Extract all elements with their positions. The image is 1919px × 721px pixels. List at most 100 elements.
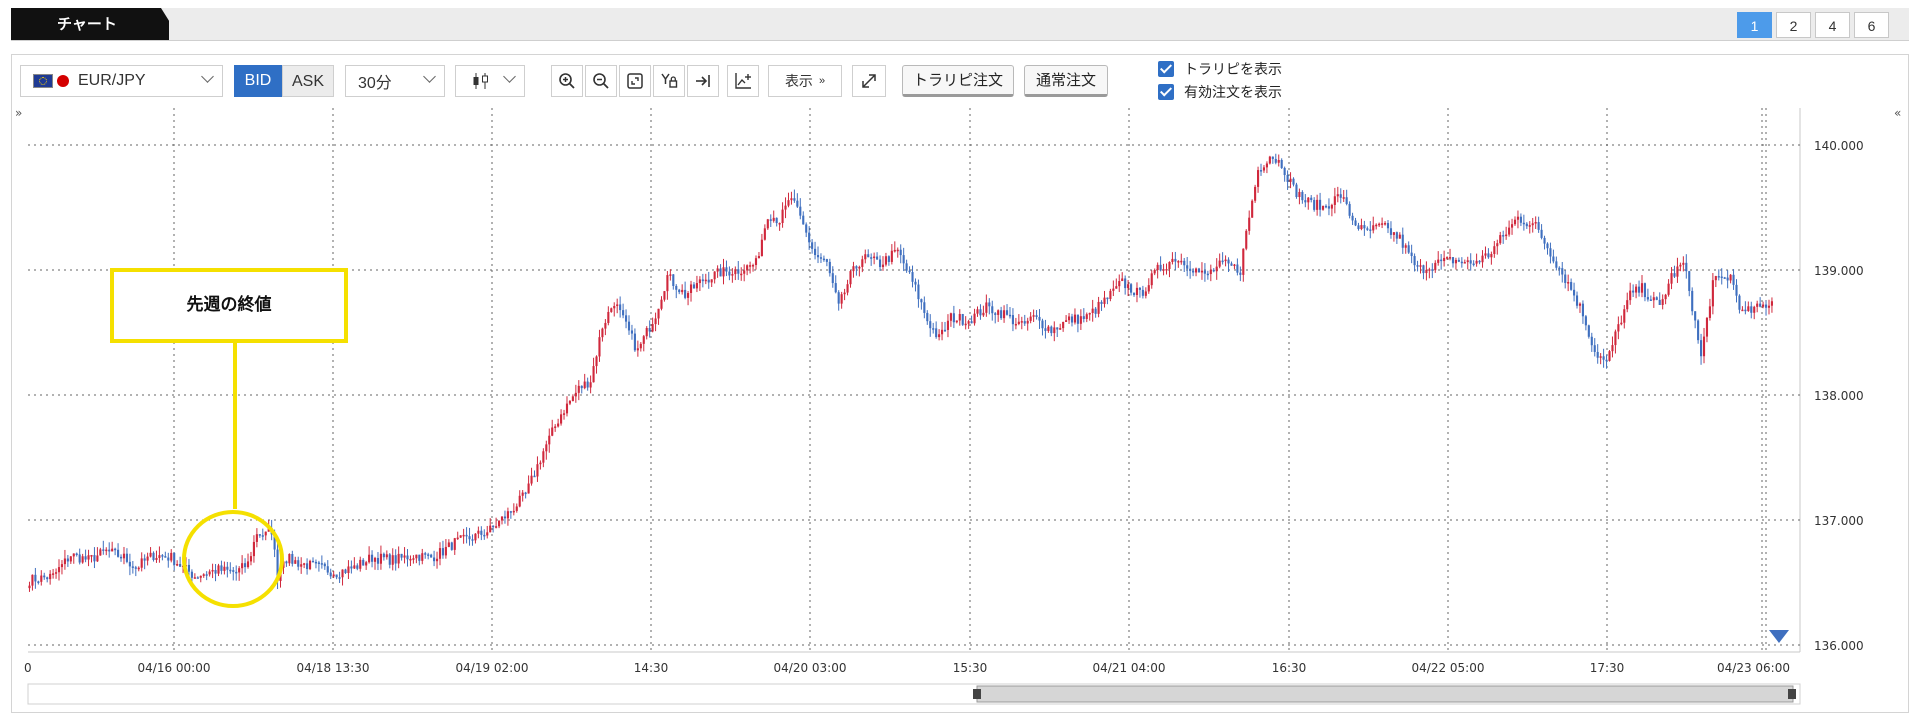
candle-body bbox=[1324, 205, 1328, 208]
add-indicator-button[interactable] bbox=[727, 65, 759, 97]
candle-body bbox=[344, 569, 347, 574]
candle-body bbox=[397, 553, 400, 564]
candle-body bbox=[852, 266, 855, 272]
candle-body bbox=[672, 274, 675, 286]
scroll-end-button[interactable] bbox=[687, 65, 719, 97]
candle-body bbox=[1313, 199, 1316, 210]
candle-body bbox=[675, 285, 678, 290]
candle-body bbox=[887, 256, 890, 262]
candle-body bbox=[1437, 259, 1440, 263]
candle-body bbox=[935, 328, 938, 338]
layout-1-button[interactable]: 1 bbox=[1737, 12, 1772, 38]
candle-body bbox=[1319, 199, 1322, 210]
candle-body bbox=[527, 483, 530, 494]
candle-body bbox=[1546, 243, 1549, 249]
candle-body bbox=[784, 205, 787, 210]
show-tralipi-checkbox[interactable] bbox=[1158, 61, 1174, 77]
candle-body bbox=[920, 299, 923, 303]
candle-body bbox=[1127, 284, 1130, 289]
candle-body bbox=[111, 548, 114, 552]
candle-body bbox=[1242, 248, 1245, 275]
candle-body bbox=[1549, 248, 1552, 257]
fullscreen-button[interactable] bbox=[852, 65, 886, 97]
bid-button[interactable]: BID bbox=[234, 65, 282, 97]
candle-body bbox=[1224, 259, 1227, 262]
candle-body bbox=[1640, 283, 1644, 293]
candle-body bbox=[506, 511, 509, 519]
candle-body bbox=[760, 239, 763, 257]
chart-type-select[interactable] bbox=[455, 65, 525, 97]
candle-body bbox=[616, 304, 619, 307]
candle-body bbox=[1236, 264, 1239, 273]
candle-body bbox=[808, 232, 811, 243]
candle-body bbox=[125, 553, 128, 562]
candle-body bbox=[78, 554, 81, 563]
candle-body bbox=[796, 200, 799, 207]
candle-body bbox=[1635, 286, 1638, 293]
layout-6-button[interactable]: 6 bbox=[1854, 12, 1889, 38]
tralipi-order-button[interactable]: トラリピ注文 bbox=[902, 65, 1014, 97]
candle-body bbox=[385, 554, 388, 558]
x-tick-label: 04/23 06:00 bbox=[1717, 661, 1790, 675]
candle-body bbox=[1112, 288, 1115, 291]
show-active-orders-checkbox-row[interactable]: 有効注文を表示 bbox=[1158, 82, 1282, 102]
candle-body bbox=[973, 313, 976, 324]
candle-body bbox=[276, 549, 279, 582]
x-tick-label: 04/19 02:00 bbox=[456, 661, 529, 675]
candle-body bbox=[1351, 215, 1354, 221]
normal-order-button[interactable]: 通常注文 bbox=[1024, 65, 1108, 97]
candle-body bbox=[400, 553, 403, 558]
candle-body bbox=[1419, 265, 1422, 267]
candle-body bbox=[1513, 219, 1517, 225]
show-active-orders-checkbox[interactable] bbox=[1158, 84, 1174, 100]
candle-body bbox=[1292, 178, 1295, 185]
candle-body bbox=[1165, 269, 1168, 271]
candle-body bbox=[554, 426, 557, 428]
candle-body bbox=[955, 320, 958, 323]
candle-body bbox=[1295, 184, 1298, 198]
candle-body bbox=[1726, 277, 1729, 281]
candle-body bbox=[601, 328, 604, 338]
y-lock-button[interactable] bbox=[653, 65, 685, 97]
candle-body bbox=[350, 566, 353, 569]
candle-body bbox=[1206, 273, 1209, 276]
candle-body bbox=[725, 267, 728, 272]
candle-body bbox=[1147, 285, 1150, 292]
candle-body bbox=[146, 556, 149, 561]
candle-body bbox=[1510, 224, 1514, 228]
zoom-out-button[interactable] bbox=[585, 65, 617, 97]
candle-body bbox=[902, 255, 905, 264]
candle-body bbox=[495, 526, 498, 528]
candle-body bbox=[1215, 266, 1218, 272]
candle-body bbox=[359, 559, 362, 569]
candle-body bbox=[1614, 331, 1617, 346]
candle-body bbox=[406, 555, 409, 560]
tab-chart[interactable]: チャート bbox=[11, 8, 169, 40]
interval-select[interactable]: 30分 bbox=[345, 65, 445, 97]
collapse-right-icon[interactable]: « bbox=[1894, 106, 1902, 120]
candle-body bbox=[1301, 191, 1304, 201]
ask-button[interactable]: ASK bbox=[282, 65, 334, 97]
candle-body bbox=[1088, 312, 1091, 315]
show-tralipi-checkbox-row[interactable]: トラリピを表示 bbox=[1158, 59, 1282, 79]
candle-body bbox=[1298, 191, 1301, 198]
zoom-in-button[interactable] bbox=[551, 65, 583, 97]
candle-body bbox=[379, 553, 382, 564]
layout-switcher: 1 2 4 6 bbox=[1737, 12, 1889, 38]
layout-4-button[interactable]: 4 bbox=[1815, 12, 1850, 38]
symbol-select[interactable]: EUR/JPY bbox=[20, 65, 223, 97]
candle-body bbox=[1626, 300, 1629, 310]
expand-left-icon[interactable]: » bbox=[15, 106, 23, 120]
fit-button[interactable] bbox=[619, 65, 651, 97]
display-menu-button[interactable]: 表示 » bbox=[768, 65, 842, 97]
candle-body bbox=[1271, 156, 1274, 159]
x-axis: 04/16 00:00 04/18 13:30 04/19 02:00 14:30 04… bbox=[24, 661, 1790, 675]
candle-body bbox=[754, 258, 758, 266]
candle-body bbox=[447, 542, 450, 547]
candle-body bbox=[1020, 321, 1023, 323]
candle-body bbox=[684, 289, 687, 298]
jp-flag-icon bbox=[57, 75, 69, 87]
layout-2-button[interactable]: 2 bbox=[1776, 12, 1811, 38]
x-tick-label: 04/21 04:00 bbox=[1093, 661, 1166, 675]
